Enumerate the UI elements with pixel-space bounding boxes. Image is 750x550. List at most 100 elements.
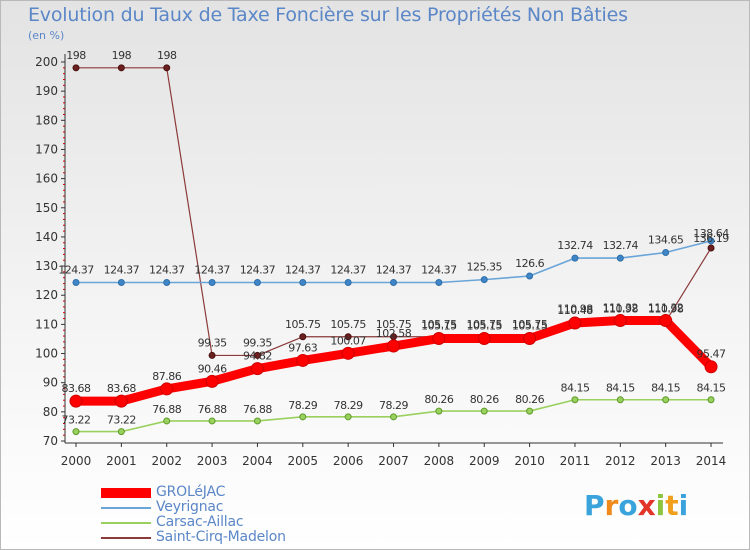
data-point	[114, 394, 128, 408]
data-point	[616, 254, 624, 262]
data-label: 110.98	[603, 303, 639, 316]
data-point	[296, 353, 310, 367]
data-label: 73.22	[62, 414, 91, 427]
data-label: 138.64	[693, 227, 729, 240]
data-label: 198	[112, 49, 132, 62]
data-point	[526, 407, 534, 415]
data-label: 80.26	[515, 393, 544, 406]
y-tick-label: 180	[35, 113, 58, 127]
y-tick-label: 70	[43, 434, 58, 448]
x-tick-label: 2000	[61, 454, 92, 468]
data-point	[208, 417, 216, 425]
logo-letter: r	[604, 489, 619, 522]
data-point	[613, 314, 627, 328]
y-tick-label: 140	[35, 230, 58, 244]
legend-label: Saint-Cirq-Madelon	[156, 529, 286, 545]
x-tick-label: 2002	[151, 454, 182, 468]
data-label: 124.37	[58, 263, 94, 276]
logo-letter: i	[678, 489, 689, 522]
x-tick-label: 2012	[605, 454, 636, 468]
data-point	[480, 276, 488, 284]
data-label: 136.19	[693, 232, 729, 245]
data-label: 105.75	[466, 318, 502, 331]
data-point	[72, 278, 80, 286]
line-chart: 7080901001101201301401501601701801902002…	[35, 49, 730, 468]
data-label: 124.37	[240, 263, 276, 276]
data-label: 78.29	[334, 399, 363, 412]
data-label: 134.65	[648, 234, 684, 247]
data-point	[571, 254, 579, 262]
data-label: 125.35	[466, 261, 502, 274]
data-label: 126.6	[515, 257, 544, 270]
data-label: 87.86	[152, 370, 181, 383]
data-label: 105.75	[421, 318, 457, 331]
data-point	[523, 332, 537, 346]
data-point	[205, 374, 219, 388]
data-point	[707, 396, 715, 404]
data-point	[208, 278, 216, 286]
logo-letter: t	[665, 489, 679, 522]
data-point	[568, 316, 582, 330]
data-point	[160, 382, 174, 396]
y-tick-label: 150	[35, 201, 58, 215]
data-label: 105.75	[512, 318, 548, 331]
data-label: 78.29	[288, 399, 317, 412]
data-label: 97.63	[288, 341, 317, 354]
data-point	[299, 333, 307, 341]
y-tick-label: 120	[35, 288, 58, 302]
data-point	[344, 333, 352, 341]
data-label: 105.15	[466, 320, 502, 333]
data-label: 124.37	[421, 263, 457, 276]
data-point	[704, 360, 718, 374]
data-point	[117, 278, 125, 286]
data-point	[299, 278, 307, 286]
data-label: 94.82	[243, 350, 272, 363]
data-label: 111.32	[648, 302, 684, 315]
data-point	[163, 64, 171, 72]
logo-letter: i	[655, 489, 666, 522]
data-label: 124.37	[330, 263, 366, 276]
data-point	[387, 339, 401, 353]
y-tick-label: 190	[35, 84, 58, 98]
chart-title: Evolution du Taux de Taxe Foncière sur l…	[28, 4, 628, 26]
data-point	[117, 64, 125, 72]
data-label: 100.07	[330, 334, 366, 347]
data-point	[616, 396, 624, 404]
data-label: 124.37	[285, 263, 321, 276]
data-label: 80.26	[470, 393, 499, 406]
data-label: 84.15	[560, 382, 589, 395]
y-tick-label: 110	[35, 317, 58, 331]
data-label: 105.75	[376, 318, 412, 331]
data-label: 78.29	[379, 399, 408, 412]
x-tick-label: 2010	[514, 454, 545, 468]
data-label: 84.15	[697, 382, 726, 395]
data-point	[163, 278, 171, 286]
data-point	[72, 428, 80, 436]
data-point	[163, 417, 171, 425]
data-label: 83.68	[107, 382, 136, 395]
data-label: 198	[157, 49, 177, 62]
x-tick-label: 2013	[650, 454, 681, 468]
legend-label: Veyrignac	[156, 499, 224, 515]
data-point	[390, 278, 398, 286]
x-tick-label: 2004	[242, 454, 273, 468]
legend-swatch	[101, 537, 151, 539]
data-label: 105.15	[512, 320, 548, 333]
data-label: 132.74	[557, 239, 593, 252]
data-label: 73.22	[107, 414, 136, 427]
data-label: 105.75	[285, 318, 321, 331]
x-tick-label: 2014	[696, 454, 727, 468]
data-label: 132.74	[603, 239, 639, 252]
data-point	[69, 394, 83, 408]
data-label: 102.58	[376, 327, 412, 340]
x-tick-label: 2009	[469, 454, 500, 468]
data-label: 198	[66, 49, 86, 62]
data-point	[526, 272, 534, 280]
legend-swatch	[101, 488, 151, 498]
x-tick-label: 2003	[197, 454, 228, 468]
data-point	[344, 278, 352, 286]
data-label: 95.47	[697, 348, 726, 361]
data-point	[299, 413, 307, 421]
data-point	[662, 249, 670, 257]
